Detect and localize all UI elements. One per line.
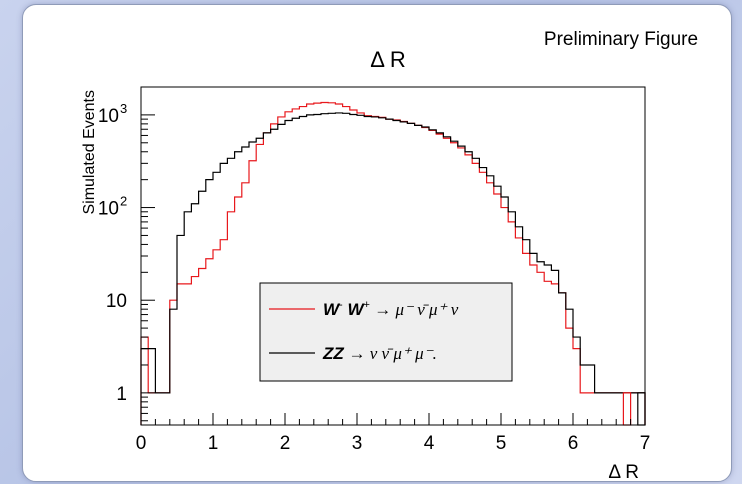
x-tick-label-2: 2 xyxy=(280,433,291,454)
y-axis-label: Simulated Events xyxy=(81,90,98,215)
overflow-bin-1 xyxy=(622,392,632,426)
x-tick-label-5: 5 xyxy=(496,433,507,454)
watermark: Preliminary Figure xyxy=(544,29,698,50)
figure-frame: Preliminary Figure Δ R Δ R Simulated Eve… xyxy=(22,4,732,482)
x-tick-label-6: 6 xyxy=(568,433,579,454)
overflow-bin-0 xyxy=(637,392,646,426)
x-tick-label-7: 7 xyxy=(640,433,651,454)
y-tick-label-2: 10 xyxy=(98,199,119,220)
legend: W- W+ → μ⁻ ν̄ μ⁺ ν ZZ → ν ν̄ μ⁺ μ⁻. xyxy=(259,282,513,382)
x-tick-label-3: 3 xyxy=(352,433,363,454)
x-tick-label-1: 1 xyxy=(208,433,219,454)
legend-box xyxy=(259,282,513,382)
series-line-1 xyxy=(140,112,646,425)
y-tick-label-3: 10 xyxy=(98,106,119,127)
chart: Preliminary Figure Δ R Δ R Simulated Eve… xyxy=(81,29,698,481)
legend-label-0: W- W+ → μ⁻ ν̄ μ⁺ ν xyxy=(323,299,459,319)
x-tick-label-4: 4 xyxy=(424,433,435,454)
chart-title: Δ R xyxy=(370,47,405,72)
y-tick-label-1: 10 xyxy=(106,291,127,312)
y-tick-label-0: 1 xyxy=(116,384,127,405)
y-tick-exponent-3: 3 xyxy=(120,101,127,116)
y-tick-exponent-2: 2 xyxy=(120,194,127,209)
x-tick-label-0: 0 xyxy=(136,433,147,454)
legend-label-1: ZZ → ν ν̄ μ⁺ μ⁻. xyxy=(322,344,437,363)
x-axis-label: Δ R xyxy=(608,462,639,481)
